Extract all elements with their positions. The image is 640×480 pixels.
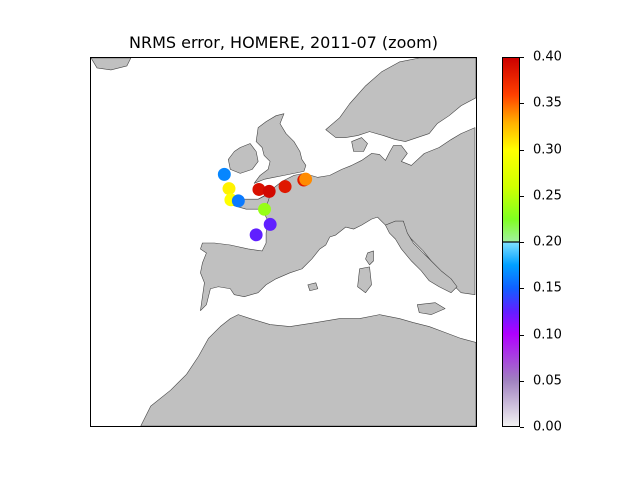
- colorbar-gradient: [503, 58, 519, 426]
- land-scandinavia: [325, 58, 476, 142]
- land-sicily: [416, 302, 446, 315]
- colorbar-tick-label: 0.05: [533, 373, 562, 389]
- land-iceland-fragment: [91, 58, 132, 71]
- land-italy: [385, 220, 458, 294]
- land-mainland-europe: [200, 127, 476, 311]
- station-marker-s4[interactable]: [231, 194, 245, 208]
- station-marker-s5[interactable]: [252, 183, 266, 196]
- map-panel[interactable]: [90, 57, 477, 427]
- station-marker-s2[interactable]: [222, 182, 236, 196]
- land-balearics: [307, 282, 319, 292]
- colorbar-tick-mark: [520, 335, 524, 336]
- stations-layer: [217, 167, 313, 242]
- station-marker-s11[interactable]: [263, 217, 277, 231]
- land-north-africa: [140, 314, 476, 426]
- map-title: NRMS error, HOMERE, 2011-07 (zoom): [129, 33, 438, 52]
- station-marker-s7[interactable]: [278, 180, 292, 194]
- land-denmark: [351, 137, 368, 152]
- colorbar-tick-label: 0.30: [533, 142, 562, 157]
- station-marker-s12[interactable]: [249, 228, 263, 242]
- colorbar-tick-label: 0.00: [533, 419, 562, 435]
- colorbar-tick-label: 0.25: [533, 188, 562, 204]
- land-corsica: [365, 250, 374, 266]
- colorbar-tick-mark: [520, 196, 524, 197]
- land-ireland: [228, 143, 259, 174]
- map-canvas: [91, 58, 476, 426]
- colorbar-tick-mark: [520, 150, 524, 151]
- colorbar-tick-mark: [520, 57, 524, 58]
- station-marker-s10[interactable]: [258, 202, 271, 216]
- colorbar-tick-label: 0.40: [533, 49, 562, 65]
- colorbar-tick-mark: [520, 103, 524, 104]
- colorbar-tick-mark: [520, 242, 524, 243]
- land-great-britain: [253, 113, 307, 184]
- station-marker-s6[interactable]: [262, 184, 276, 198]
- colorbar-tick-mark: [520, 381, 524, 382]
- colorbar-tick-mark: [520, 288, 524, 289]
- colorbar: [502, 57, 520, 427]
- colorbar-tick-label: 0.20: [533, 234, 562, 250]
- station-marker-s9[interactable]: [299, 172, 313, 186]
- land-sardinia: [357, 266, 372, 294]
- colorbar-tick-mark: [520, 427, 524, 428]
- colorbar-tick-label: 0.10: [533, 327, 562, 342]
- land-layer: [91, 58, 476, 426]
- colorbar-tick-label: 0.15: [533, 280, 562, 296]
- colorbar-tick-label: 0.35: [533, 95, 562, 111]
- station-marker-s1[interactable]: [217, 167, 231, 181]
